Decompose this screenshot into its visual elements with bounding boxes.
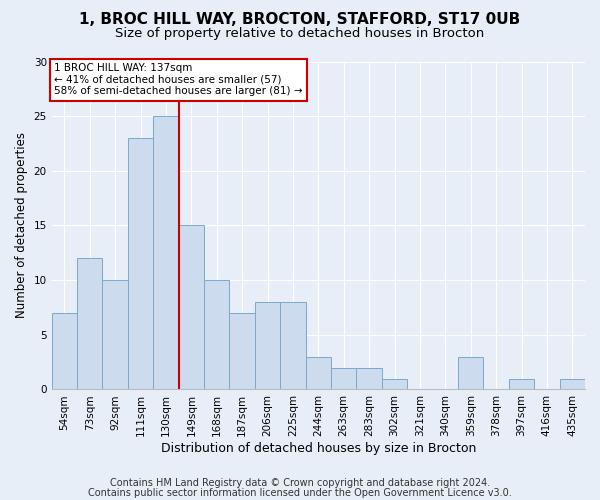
Bar bbox=[255, 302, 280, 390]
Bar bbox=[204, 280, 229, 390]
Bar bbox=[128, 138, 153, 390]
Bar bbox=[382, 378, 407, 390]
Bar bbox=[305, 356, 331, 390]
Bar bbox=[179, 226, 204, 390]
Bar bbox=[458, 356, 484, 390]
Bar bbox=[331, 368, 356, 390]
Y-axis label: Number of detached properties: Number of detached properties bbox=[15, 132, 28, 318]
Bar bbox=[509, 378, 534, 390]
Text: 1, BROC HILL WAY, BROCTON, STAFFORD, ST17 0UB: 1, BROC HILL WAY, BROCTON, STAFFORD, ST1… bbox=[79, 12, 521, 28]
Bar bbox=[560, 378, 585, 390]
Bar bbox=[229, 313, 255, 390]
X-axis label: Distribution of detached houses by size in Brocton: Distribution of detached houses by size … bbox=[161, 442, 476, 455]
Text: Size of property relative to detached houses in Brocton: Size of property relative to detached ho… bbox=[115, 28, 485, 40]
Bar bbox=[52, 313, 77, 390]
Bar bbox=[280, 302, 305, 390]
Bar bbox=[356, 368, 382, 390]
Text: 1 BROC HILL WAY: 137sqm
← 41% of detached houses are smaller (57)
58% of semi-de: 1 BROC HILL WAY: 137sqm ← 41% of detache… bbox=[55, 63, 303, 96]
Bar bbox=[77, 258, 103, 390]
Bar bbox=[153, 116, 179, 390]
Bar bbox=[103, 280, 128, 390]
Text: Contains HM Land Registry data © Crown copyright and database right 2024.: Contains HM Land Registry data © Crown c… bbox=[110, 478, 490, 488]
Text: Contains public sector information licensed under the Open Government Licence v3: Contains public sector information licen… bbox=[88, 488, 512, 498]
